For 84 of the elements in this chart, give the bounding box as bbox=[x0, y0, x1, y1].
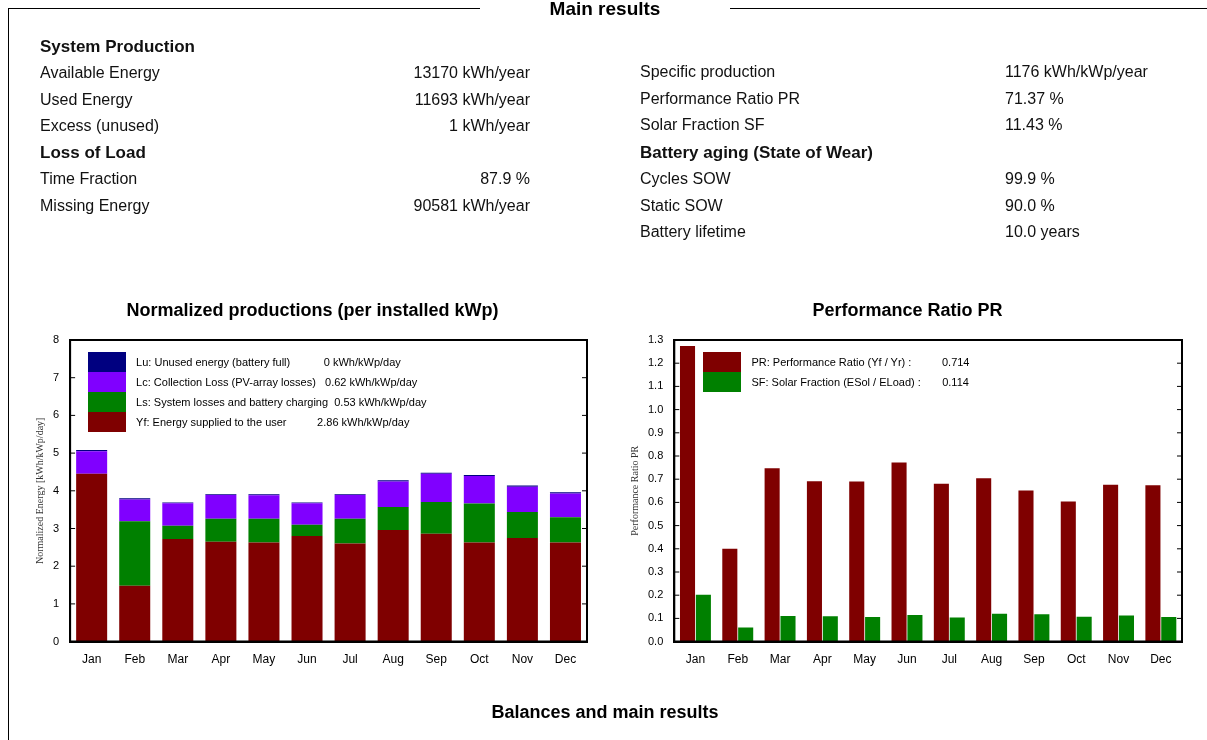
x-tick-label: Aug bbox=[382, 652, 404, 667]
x-tick-label: Feb bbox=[727, 652, 749, 667]
x-tick-label: Sep bbox=[425, 652, 448, 667]
text: Available Energy bbox=[40, 64, 160, 81]
y-tick-label: 1.1 bbox=[647, 379, 664, 392]
text: 1176 kWh/kWp/year bbox=[1005, 62, 1148, 82]
text: 99.9 % bbox=[1005, 169, 1055, 189]
x-tick-label: May bbox=[853, 652, 877, 667]
x-tick-label: Oct bbox=[1066, 652, 1087, 667]
x-tick-label: Jan bbox=[81, 652, 102, 667]
text: Excess (unused) bbox=[40, 117, 160, 135]
y-tick-label: 2 bbox=[52, 559, 60, 572]
x-tick-label: Dec bbox=[554, 652, 577, 667]
y-tick-label: 8 bbox=[52, 333, 60, 346]
legend-label: Lu: Unused energy (battery full) 0 kWh/kWp/day bbox=[136, 356, 401, 368]
y-tick-label: 0.4 bbox=[647, 541, 664, 554]
y-tick-label: 0.6 bbox=[647, 495, 664, 508]
text: 11693 kWh/year bbox=[414, 89, 530, 110]
y-axis-title: Normalized Energy [kWh/kWp/day] bbox=[33, 417, 45, 565]
x-tick-label: May bbox=[252, 652, 276, 667]
y-tick-label: 0.7 bbox=[647, 472, 664, 485]
text: Used Energy bbox=[40, 90, 133, 108]
x-tick-label: Feb bbox=[124, 652, 146, 667]
y-tick-label: 3 bbox=[52, 521, 60, 534]
y-tick-label: 0.0 bbox=[647, 634, 664, 647]
x-tick-label: Mar bbox=[167, 652, 189, 667]
y-axis-title: Performance Ratio PR bbox=[628, 445, 640, 536]
y-tick-label: 0.5 bbox=[647, 518, 664, 531]
text: 10.0 years bbox=[1005, 222, 1080, 243]
text: 87.9 % bbox=[480, 169, 530, 189]
x-tick-label: Aug bbox=[980, 652, 1003, 667]
y-tick-label: 0.3 bbox=[647, 565, 664, 578]
y-tick-label: 5 bbox=[52, 446, 60, 459]
legend-label: PR: Performance Ratio (Yf / Yr) : 0.714 bbox=[751, 356, 970, 368]
x-tick-label: Jul bbox=[941, 652, 957, 667]
x-tick-label: Nov bbox=[511, 652, 534, 667]
legend-label: SF: Solar Fraction (ESol / ELoad) : 0.114 bbox=[751, 376, 969, 388]
text: 71.37 % bbox=[1005, 88, 1064, 109]
x-tick-label: Mar bbox=[769, 652, 791, 667]
chart-title: Normalized productions (per installed kWp) bbox=[125, 300, 500, 321]
y-tick-label: 6 bbox=[52, 408, 60, 421]
y-tick-label: 0.9 bbox=[647, 425, 664, 438]
y-tick-label: 0.1 bbox=[647, 611, 664, 624]
legend-label: Ls: System losses and battery charging 0.53 kWh/kWp/day bbox=[136, 396, 427, 408]
y-tick-label: 1.3 bbox=[647, 333, 664, 346]
text: Specific production bbox=[640, 63, 776, 80]
text: Main results bbox=[480, 0, 730, 19]
text: Missing Energy bbox=[40, 196, 150, 214]
x-tick-label: Apr bbox=[211, 652, 231, 667]
y-tick-label: 0 bbox=[52, 634, 60, 647]
text: Cycles SOW bbox=[640, 170, 731, 187]
text: Battery lifetime bbox=[640, 223, 746, 241]
x-tick-label: Sep bbox=[1023, 652, 1045, 667]
x-tick-label: Jun bbox=[297, 652, 317, 667]
x-tick-label: Oct bbox=[469, 652, 490, 667]
text: Battery aging (State of Wear) bbox=[640, 142, 874, 164]
chart-title: Performance Ratio PR bbox=[811, 300, 1004, 321]
legend-label: Yf: Energy supplied to the user 2.86 kWh/kWp/day bbox=[136, 416, 410, 428]
text: Loss of Load bbox=[40, 142, 147, 164]
text: 11.43 % bbox=[1005, 115, 1063, 136]
text: System Production bbox=[40, 36, 196, 58]
text: 90.0 % bbox=[1005, 195, 1055, 216]
x-tick-label: Jan bbox=[685, 652, 706, 667]
x-tick-label: Jun bbox=[897, 652, 917, 667]
y-tick-label: 7 bbox=[52, 370, 60, 383]
text: Static SOW bbox=[640, 196, 723, 214]
y-tick-label: 1 bbox=[52, 596, 60, 609]
text: 90581 kWh/year bbox=[413, 195, 530, 216]
y-tick-label: 1.2 bbox=[647, 356, 664, 369]
y-tick-label: 1.0 bbox=[647, 402, 664, 415]
text: 13170 kWh/year bbox=[413, 63, 530, 83]
x-tick-label: Nov bbox=[1107, 652, 1130, 667]
legend-label: Lc: Collection Loss (PV-array losses) 0.62 kWh/kWp/day bbox=[136, 376, 418, 388]
text: Balances and main results bbox=[490, 702, 720, 723]
x-tick-label: Jul bbox=[342, 652, 358, 667]
text: Solar Fraction SF bbox=[640, 116, 765, 134]
text: Time Fraction bbox=[40, 170, 138, 187]
x-tick-label: Apr bbox=[813, 652, 832, 667]
y-tick-label: 0.2 bbox=[647, 588, 664, 601]
y-tick-label: 4 bbox=[52, 483, 60, 496]
text: Performance Ratio PR bbox=[640, 89, 801, 107]
y-tick-label: 0.8 bbox=[647, 449, 664, 462]
text: 1 kWh/year bbox=[449, 116, 530, 137]
x-tick-label: Dec bbox=[1150, 652, 1172, 667]
